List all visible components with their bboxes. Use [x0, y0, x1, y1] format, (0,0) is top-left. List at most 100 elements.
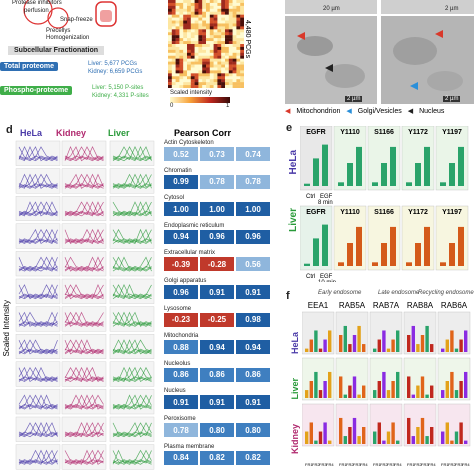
- f-bar: [454, 348, 459, 352]
- heatmap-cell: [187, 44, 191, 48]
- f-bar: [445, 339, 449, 352]
- f-bar: [386, 390, 391, 398]
- em-scale-1: 20 µm: [323, 6, 340, 12]
- f-bar: [430, 344, 434, 352]
- f-xtick: FR2: [448, 462, 456, 467]
- heatmap-cell: [232, 38, 237, 42]
- profile-line: [64, 394, 104, 410]
- heatmap-cell: [209, 52, 214, 56]
- heatmap-cell: [168, 49, 172, 53]
- heatmap-cell: [175, 73, 180, 77]
- heatmap-cell: [209, 49, 214, 53]
- profile-line: [18, 450, 58, 465]
- profile-box: [109, 416, 155, 442]
- heatmap-cell: [228, 46, 233, 51]
- f-bar: [396, 371, 400, 398]
- heatmap-cell: [171, 26, 176, 30]
- heatmap-cell: [228, 49, 233, 53]
- heatmap-cell: [168, 8, 172, 12]
- heatmap-cell: [168, 58, 172, 62]
- f-xtick: FR3: [455, 462, 463, 467]
- profile-line: [112, 229, 152, 244]
- heatmap-cell: [187, 73, 191, 77]
- heatmap-cell: [213, 82, 218, 86]
- golgi-legend-icon: ◀: [346, 108, 352, 115]
- profile-line: [64, 394, 104, 410]
- heatmap-cell: [171, 17, 176, 21]
- heatmap-cell: [217, 44, 222, 48]
- profile-line: [18, 422, 58, 438]
- heatmap-cell: [168, 61, 172, 65]
- heatmap-cell: [240, 38, 244, 42]
- heatmap-cell: [240, 55, 244, 59]
- liver-header: Liver: [108, 128, 130, 138]
- heatmap-cell: [228, 5, 233, 9]
- heatmap-cell: [217, 64, 222, 68]
- profile-line: [18, 394, 58, 410]
- heatmap-cell: [228, 26, 233, 30]
- heatmap-cell: [171, 0, 176, 4]
- heatmap-cell: [232, 79, 237, 83]
- heatmap-cell: [221, 32, 226, 36]
- heatmap-cell: [209, 14, 214, 18]
- heatmap-cell: [228, 79, 233, 83]
- heatmap-cell: [206, 29, 210, 33]
- heatmap-cell: [190, 79, 195, 83]
- heatmap-cell: [221, 67, 226, 71]
- heatmap-cell: [213, 64, 218, 68]
- e-subplot-title: EGFR: [306, 209, 325, 216]
- f-bar: [450, 330, 454, 352]
- em-scale-3: 2 µm: [345, 96, 363, 102]
- heatmap-cell: [175, 32, 180, 36]
- heatmap-cell: [202, 41, 207, 45]
- heatmap-cell: [225, 55, 229, 59]
- heatmap-cell: [228, 61, 233, 65]
- heatmap-cell: [198, 55, 203, 59]
- profile-line: [18, 173, 58, 189]
- heatmap-cell: [198, 32, 203, 36]
- heatmap-cell: [206, 14, 210, 18]
- heatmap-cell: [171, 23, 176, 27]
- heatmap-cell: [202, 49, 207, 53]
- heatmap-cell: [228, 0, 233, 4]
- heatmap-cell: [236, 29, 241, 33]
- profile-line: [64, 449, 104, 465]
- profile-line: [112, 201, 152, 217]
- heatmap-cell: [171, 20, 176, 24]
- f-bar: [339, 335, 343, 352]
- heatmap-cell: [228, 38, 233, 42]
- heatmap-cell: [225, 17, 229, 21]
- heatmap-cell: [206, 26, 210, 30]
- profile-line: [64, 173, 104, 189]
- heatmap-cell: [198, 52, 203, 56]
- heatmap-cell: [225, 23, 229, 27]
- heatmap-cell: [198, 49, 203, 53]
- f-protein-title: EEA1: [308, 301, 329, 310]
- profile-box: [15, 306, 61, 332]
- heatmap-cell: [236, 2, 241, 7]
- heatmap-cell: [190, 8, 195, 12]
- compartment-label: Chromatin: [164, 167, 192, 174]
- profile-line: [64, 257, 104, 272]
- pearson-value: 0.96: [164, 285, 198, 299]
- f-bar: [318, 390, 323, 398]
- profile-line: [18, 228, 58, 244]
- profile-line: [18, 228, 58, 244]
- heatmap-cell: [240, 67, 244, 71]
- heatmap-cell: [209, 73, 214, 77]
- heatmap-grid: [168, 0, 244, 88]
- heatmap-cell: [213, 35, 218, 39]
- f-bar: [391, 339, 395, 352]
- compartment-label: Cytosol: [164, 195, 185, 202]
- profile-line: [112, 257, 152, 272]
- heatmap-panel: 4,480 PCGs Scaled intensity 0 1: [160, 0, 260, 112]
- heatmap-cell: [190, 49, 195, 53]
- heatmap-cell: [175, 52, 180, 56]
- heatmap-cell: [225, 67, 229, 71]
- e-subplot-title: S1166: [374, 129, 394, 136]
- heatmap-cell: [221, 5, 226, 9]
- pearson-value: 0.74: [236, 147, 270, 161]
- heatmap-cell: [168, 35, 172, 39]
- heatmap-cell: [217, 70, 222, 74]
